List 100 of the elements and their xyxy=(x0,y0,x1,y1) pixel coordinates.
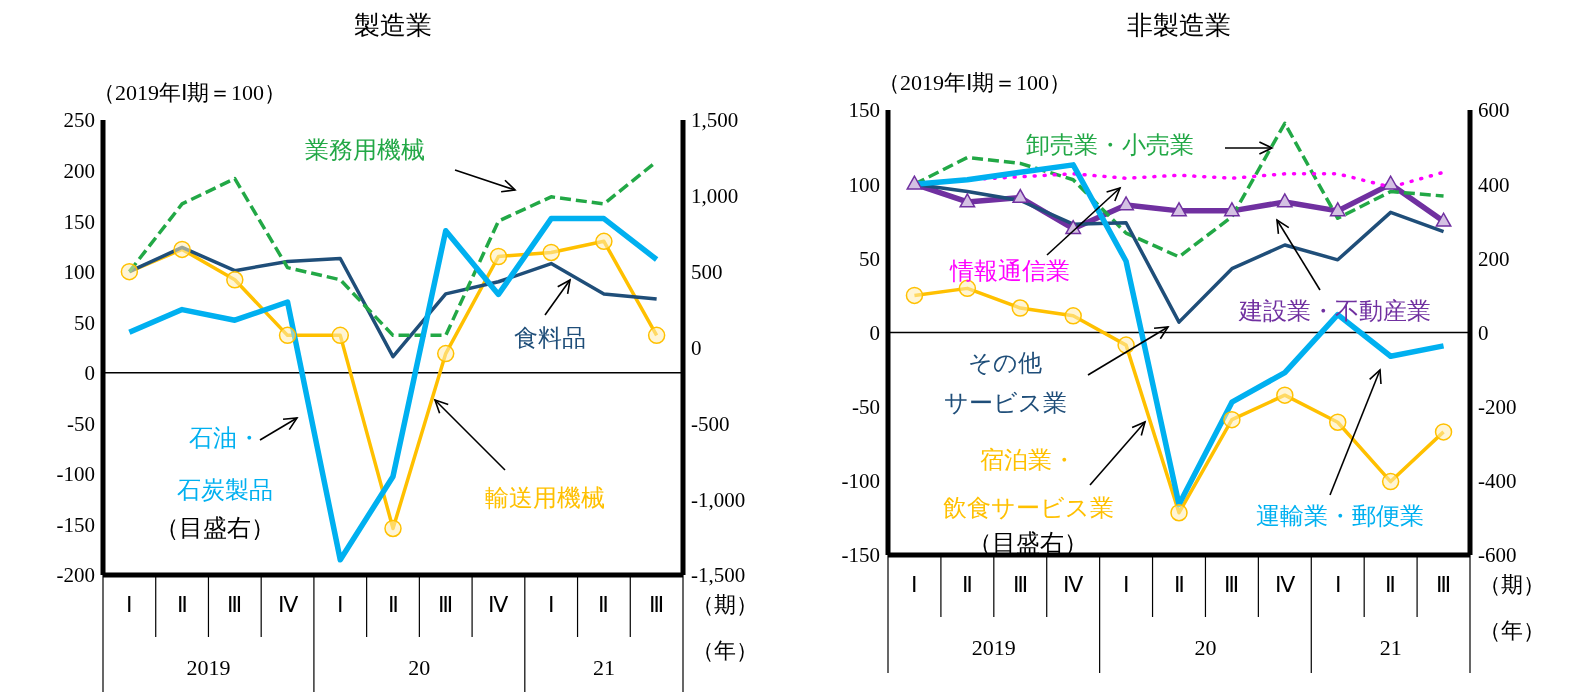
point xyxy=(1064,307,1082,325)
y-tick-label: 100 xyxy=(63,260,95,285)
y-tick-label: -100 xyxy=(56,462,95,487)
x-tick-label: Ⅲ xyxy=(227,592,243,618)
x-tick-label: Ⅰ xyxy=(1123,572,1130,598)
point xyxy=(1382,175,1399,190)
text: 20 xyxy=(1194,635,1217,661)
x-tick-label: Ⅳ xyxy=(1274,572,1296,598)
annotation: （目盛右） xyxy=(155,514,275,541)
point xyxy=(384,519,402,538)
point xyxy=(1171,202,1187,217)
point xyxy=(173,240,191,259)
x-tick-label: Ⅱ xyxy=(1173,572,1185,598)
y2-tick-label: 400 xyxy=(1478,172,1510,197)
point xyxy=(489,247,508,266)
text: 21 xyxy=(1379,635,1402,661)
text: 建設業・不動産業 xyxy=(1238,297,1431,324)
point xyxy=(1276,386,1294,404)
text: 21 xyxy=(592,655,615,681)
text: 輸送用機械 xyxy=(485,484,605,511)
series-label: 卸売業・小売業 xyxy=(1026,131,1194,158)
x-tick-label: Ⅲ xyxy=(1012,572,1028,598)
x-tick-label: Ⅲ xyxy=(1224,572,1240,598)
text: （年） xyxy=(1479,618,1545,644)
series-label: 宿泊業・飲食サービス業 xyxy=(942,446,1114,521)
point xyxy=(1434,423,1453,441)
x-tick-label: Ⅰ xyxy=(911,572,918,598)
point xyxy=(278,326,297,345)
text: 2019 xyxy=(186,655,231,681)
x-tick-label: Ⅰ xyxy=(126,592,133,618)
y-tick-label: 100 xyxy=(848,172,880,197)
y-tick-label: 0 xyxy=(869,320,880,345)
y2-tick-label: 200 xyxy=(1478,246,1510,271)
point xyxy=(1329,202,1346,217)
y-tick-label: 0 xyxy=(84,361,95,386)
y2-tick-label: -1,500 xyxy=(691,563,746,588)
point xyxy=(1223,202,1240,217)
point xyxy=(436,344,455,363)
text: 20 xyxy=(408,655,431,681)
point xyxy=(331,326,350,345)
x-tick-label: Ⅰ xyxy=(337,592,344,618)
y-tick-label: -50 xyxy=(852,395,880,420)
x-tick-label: Ⅳ xyxy=(1063,572,1085,598)
point xyxy=(1012,188,1029,204)
y2-tick-label: -600 xyxy=(1478,543,1517,568)
y-tick-label: -150 xyxy=(56,512,95,537)
text: 運輸業・郵便業 xyxy=(1256,502,1424,529)
point xyxy=(1381,472,1400,491)
point xyxy=(226,271,244,289)
point xyxy=(905,286,924,305)
x-tick-label: Ⅰ xyxy=(1334,572,1341,598)
y-tick-label: 150 xyxy=(848,98,880,123)
y2-tick-label: -1,000 xyxy=(691,487,746,512)
y-tick-label: 250 xyxy=(63,108,95,133)
y2-tick-label: 0 xyxy=(691,335,702,360)
y-tick-label: -200 xyxy=(56,563,95,588)
series-label: 石油・石炭製品 xyxy=(177,424,273,503)
y-axis-title: （2019年Ⅰ期＝100） xyxy=(93,80,286,106)
point xyxy=(542,243,560,262)
y2-tick-label: -500 xyxy=(691,411,730,436)
y-tick-label: -150 xyxy=(841,543,880,568)
point xyxy=(647,326,666,345)
y-axis-title: （2019年Ⅰ期＝100） xyxy=(878,70,1071,96)
point xyxy=(1435,212,1452,227)
y2-tick-label: 1,000 xyxy=(691,184,739,209)
x-tick-label: Ⅲ xyxy=(438,592,454,618)
y-tick-label: 50 xyxy=(74,310,95,335)
y-tick-label: -50 xyxy=(67,411,95,436)
x-tick-label: Ⅱ xyxy=(961,572,973,598)
x-tick-label: Ⅳ xyxy=(488,592,510,618)
text: 情報通信業 xyxy=(949,257,1070,284)
x-tick-label: Ⅱ xyxy=(1385,572,1397,598)
point xyxy=(1117,336,1135,354)
y2-tick-label: 1,500 xyxy=(691,108,739,133)
x-tick-label: Ⅰ xyxy=(548,592,555,618)
y-tick-label: -100 xyxy=(841,469,880,494)
y2-tick-label: 600 xyxy=(1478,98,1510,123)
x-tick-label: Ⅲ xyxy=(649,592,665,618)
x-tick-label: Ⅱ xyxy=(176,592,188,618)
chart-title: 製造業 xyxy=(354,10,432,40)
x-tick-label: Ⅳ xyxy=(277,592,299,618)
x-tick-label: Ⅱ xyxy=(598,592,610,618)
text: （年） xyxy=(692,638,758,664)
y2-tick-label: -400 xyxy=(1478,469,1517,494)
point xyxy=(959,193,976,208)
y-tick-label: 50 xyxy=(859,246,880,271)
point xyxy=(1170,503,1188,522)
text: その他サービス業 xyxy=(943,349,1067,416)
point xyxy=(1328,413,1347,431)
y2-tick-label: 0 xyxy=(1478,320,1489,345)
point xyxy=(1118,196,1135,211)
y2-tick-label: -200 xyxy=(1478,395,1517,420)
point xyxy=(906,175,923,190)
point xyxy=(1011,299,1030,317)
x-tick-label: Ⅲ xyxy=(1436,572,1452,598)
point xyxy=(595,232,613,251)
y-tick-label: 150 xyxy=(63,209,95,234)
point xyxy=(1223,410,1241,429)
chart-title: 非製造業 xyxy=(1127,10,1231,40)
point xyxy=(1276,193,1293,208)
